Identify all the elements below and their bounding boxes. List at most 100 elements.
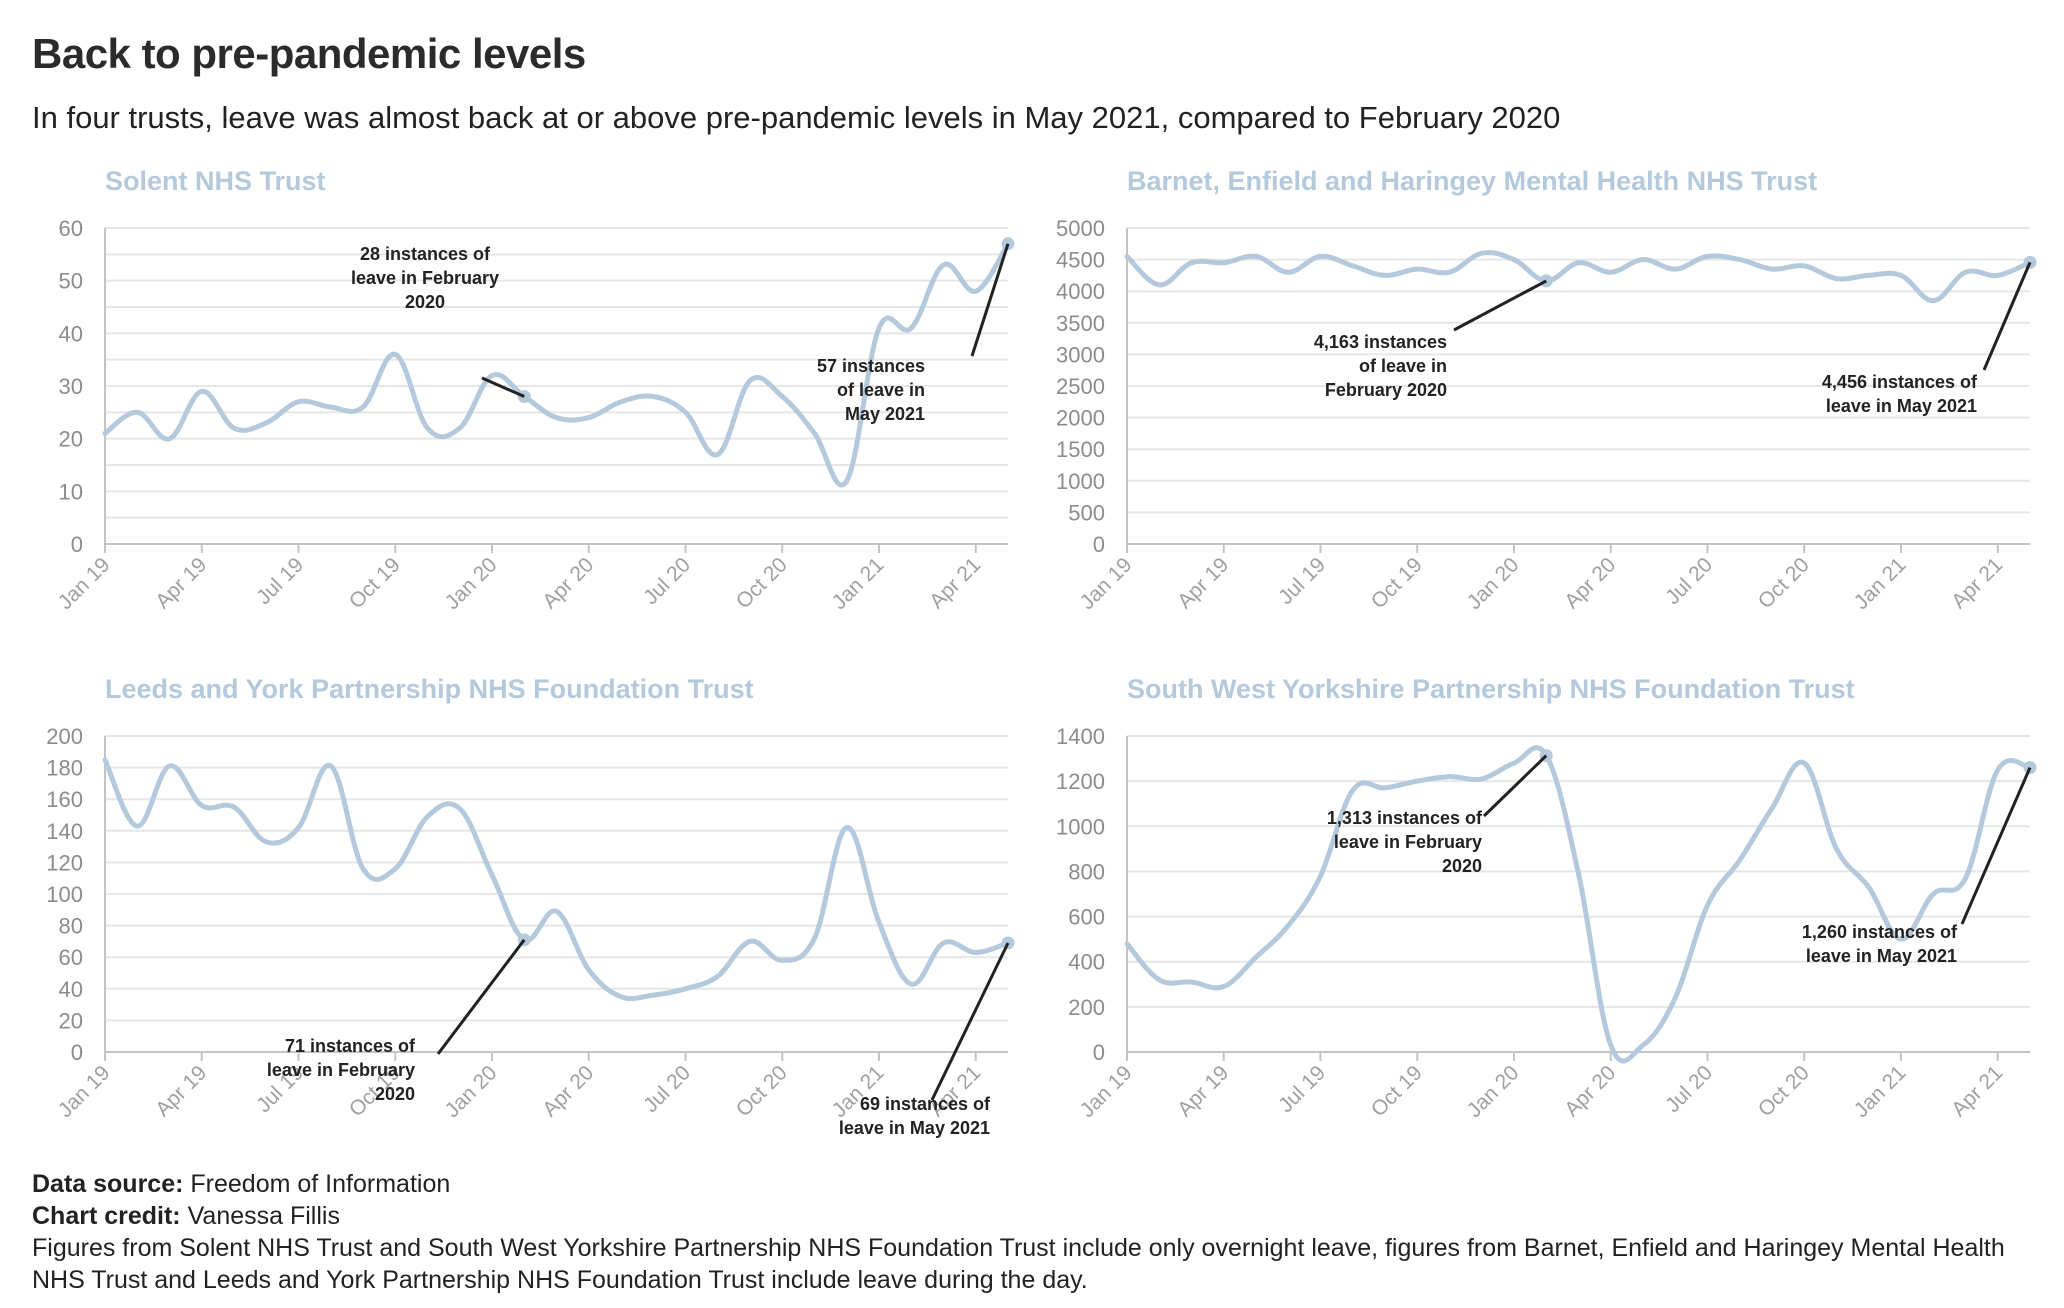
annotation-line: 2020 [1442,856,1482,876]
y-tick-label: 200 [1068,995,1105,1020]
x-tick-label: Jan 19 [1076,1061,1137,1122]
data-source-label: Data source: [32,1170,184,1198]
x-tick-label: Apr 21 [925,553,985,613]
y-axis: 0 10 20 30 40 50 60 [59,216,83,557]
annotation-line: leave in May 2021 [1806,946,1957,966]
x-tick-label: Apr 20 [1560,1061,1620,1121]
x-tick-label: Oct 20 [732,1061,792,1121]
y-tick-label: 4000 [1056,279,1105,304]
y-tick-label: 400 [1068,950,1105,975]
x-tick-label: Jul 19 [252,553,308,609]
y-tick-label: 200 [46,724,83,749]
annotation-line: 1,260 instances of [1802,922,1958,942]
annotation-text: 57 instances of leave in May 2021 [817,356,925,424]
x-axis: Jan 19 Apr 19 Jul 19 Oct 19 Jan 20 Apr 20 Jul … [1076,1052,2007,1122]
annotation-line: of leave in [1359,356,1447,376]
x-tick-label: Apr 21 [1947,1061,2007,1121]
annotation-line: February 2020 [1325,380,1447,400]
chart-panel-swyorkshire: South West Yorkshire Partnership NHS Fou… [1022,668,2037,1168]
annotation-leader-line [970,243,1010,357]
y-tick-label: 60 [59,216,83,241]
annotation-text: 4,456 instances of leave in May 2021 [1822,372,1978,416]
annotation: 4,456 instances of leave in May 2021 [1822,261,2032,416]
y-tick-label: 140 [46,819,83,844]
annotation-text: 1,260 instances of leave in May 2021 [1802,922,1958,966]
x-tick-label: Apr 20 [538,1061,598,1121]
y-tick-label: 30 [59,374,83,399]
x-tick-label: Jul 20 [1661,553,1717,609]
y-tick-label: 1400 [1056,724,1105,749]
y-axis: 0 500 1000 1500 2000 2500 3000 3500 4000 4500 5000 [1056,216,1105,557]
x-tick-label: Apr 19 [151,553,211,613]
y-tick-label: 40 [59,321,83,346]
x-axis: Jan 19 Apr 19 Jul 19 Oct 19 Jan 20 Apr 20 Jul … [54,544,985,614]
annotation: 71 instances of leave in February 2020 [267,938,526,1104]
x-tick-label: Apr 19 [151,1061,211,1121]
y-tick-label: 20 [59,427,83,452]
y-tick-label: 600 [1068,905,1105,930]
chart-credit-label: Chart credit: [32,1202,181,1230]
y-tick-label: 3500 [1056,311,1105,336]
annotation-text: 1,313 instances of leave in February 2020 [1327,808,1483,876]
y-tick-label: 3000 [1056,342,1105,367]
panel-title: Solent NHS Trust [105,166,326,196]
chart-credit-value: Vanessa Fillis [187,1202,340,1230]
panel-title: South West Yorkshire Partnership NHS Fou… [1127,674,1855,704]
annotation-line: May 2021 [845,404,925,424]
chart-panel-leeds: Leeds and York Partnership NHS Foundatio… [0,668,1015,1168]
x-tick-label: Jan 19 [54,553,115,614]
annotation-leader-line [481,376,525,398]
y-tick-label: 800 [1068,859,1105,884]
y-tick-label: 0 [1093,1040,1105,1065]
chart-barnet: Barnet, Enfield and Haringey Mental Heal… [1056,166,2037,614]
chart-swyorkshire: South West Yorkshire Partnership NHS Fou… [1056,674,2037,1122]
y-tick-label: 10 [59,479,83,504]
annotation-line: leave in May 2021 [839,1118,990,1138]
annotation-text: 71 instances of leave in February 2020 [267,1036,416,1104]
y-tick-label: 5000 [1056,216,1105,241]
chart-credit: Chart credit: Vanessa Fillis [32,1200,2042,1232]
y-axis: 0 200 400 600 800 1000 1200 1400 [1056,724,1105,1065]
x-axis: Jan 19 Apr 19 Jul 19 Oct 19 Jan 20 Apr 20 Jul … [1076,544,2007,614]
x-tick-label: Jul 19 [1274,553,1330,609]
annotation-line: of leave in [837,380,925,400]
x-tick-label: Jan 19 [54,1061,115,1122]
annotation-line: 28 instances of [360,244,491,264]
annotation-line: 2020 [375,1084,415,1104]
annotation-line: leave in May 2021 [1826,396,1977,416]
data-source: Data source: Freedom of Information [32,1168,2042,1200]
annotation-line: 71 instances of [285,1036,416,1056]
x-tick-label: Oct 20 [1754,553,1814,613]
panel-title: Barnet, Enfield and Haringey Mental Heal… [1127,166,1817,196]
y-tick-label: 1000 [1056,469,1105,494]
x-tick-label: Apr 20 [538,553,598,613]
y-tick-label: 1000 [1056,814,1105,839]
y-tick-label: 0 [71,532,83,557]
gridlines [1127,735,2030,1053]
annotation-line: 69 instances of [860,1094,991,1114]
x-tick-label: Jul 20 [639,1061,695,1117]
x-tick-label: Jan 21 [828,553,889,614]
x-tick-label: Apr 21 [1947,553,2007,613]
series-line [1124,745,2033,1064]
y-tick-label: 1500 [1056,437,1105,462]
panel-title: Leeds and York Partnership NHS Foundatio… [105,674,754,704]
y-tick-label: 4500 [1056,248,1105,273]
annotation-leader-line [1453,279,1547,332]
annotation-text: 4,163 instances of leave in February 2020 [1314,332,1447,400]
annotation-line: 4,456 instances of [1822,372,1978,392]
annotation-line: leave in February [1334,832,1482,852]
x-tick-label: Jan 20 [1463,553,1524,614]
y-tick-label: 1200 [1056,769,1105,794]
series-line [102,757,1011,1002]
x-tick-label: Oct 20 [732,553,792,613]
x-tick-label: Apr 20 [1560,553,1620,613]
y-tick-label: 60 [59,945,83,970]
x-tick-label: Jan 21 [1850,1061,1911,1122]
chart-solent: Solent NHS Trust 0 10 20 30 40 50 60 Jan 19 Apr 1… [54,166,1015,614]
x-tick-label: Jul 20 [1661,1061,1717,1117]
y-tick-label: 50 [59,269,83,294]
x-tick-label: Jan 20 [441,553,502,614]
y-tick-label: 160 [46,787,83,812]
footer: Data source: Freedom of Information Char… [32,1168,2042,1296]
